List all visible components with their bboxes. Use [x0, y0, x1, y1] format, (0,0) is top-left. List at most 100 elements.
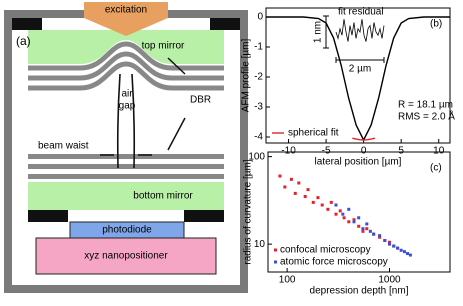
- point: [347, 220, 351, 224]
- point: [297, 181, 301, 185]
- series-line: [352, 137, 376, 141]
- y-tick-label: -3: [254, 102, 263, 113]
- positioner-box: [35, 237, 217, 275]
- arrows: [100, 57, 186, 156]
- point: [303, 195, 307, 199]
- point: [342, 216, 346, 220]
- point: [399, 248, 403, 252]
- y-axis-label: AFM profile [µm]: [241, 39, 252, 113]
- point: [365, 222, 369, 226]
- beam: [116, 73, 136, 169]
- x-tick-label: 1000: [378, 275, 401, 286]
- y-tick-label: 100: [248, 151, 265, 162]
- legend-swatch: [274, 248, 277, 252]
- point: [326, 207, 330, 211]
- clamp: [12, 18, 42, 30]
- point: [365, 227, 369, 231]
- point: [368, 229, 372, 233]
- y-tick-label: -1: [254, 42, 263, 53]
- y-tick-label: 0: [257, 12, 263, 23]
- air-gap-label: air: [121, 89, 133, 100]
- positioner-label: xyz nanopositioner: [84, 251, 168, 262]
- y-axis-label: radius of curvature [µm]: [243, 159, 254, 264]
- air-gap: [28, 100, 224, 152]
- x-tick-label: 10: [433, 146, 445, 157]
- x-tick-label: 5: [398, 146, 404, 157]
- panel-label: (a): [16, 34, 31, 48]
- point: [388, 240, 392, 244]
- air-gap-top: [28, 40, 224, 100]
- annotation: RMS = 2.0 Å: [398, 110, 455, 123]
- x-tick-label: -10: [281, 146, 296, 157]
- point: [289, 177, 293, 181]
- bottom-mirror: [28, 182, 224, 210]
- point: [402, 250, 406, 254]
- panel-label: (b): [430, 19, 442, 30]
- clamp: [28, 210, 68, 222]
- y-scale-label: 1 nm: [313, 21, 324, 43]
- point: [361, 229, 365, 233]
- point: [338, 209, 342, 213]
- point: [316, 196, 320, 200]
- point: [320, 203, 324, 207]
- inset-title: fit residual: [338, 7, 384, 18]
- dbr-bottom: [28, 154, 224, 179]
- beam-waist-label: beam waist: [38, 141, 89, 152]
- point: [306, 188, 310, 192]
- y-tick-label: -4: [254, 132, 263, 143]
- point: [352, 218, 356, 222]
- x-scale-label: 2 µm: [349, 64, 371, 75]
- bottom-mirror-label: bottom mirror: [133, 191, 193, 202]
- point: [361, 227, 365, 231]
- point: [278, 174, 282, 178]
- legend-label: spherical fit: [288, 128, 339, 139]
- excitation-label: excitation: [105, 5, 147, 16]
- point: [388, 242, 392, 246]
- legend-label: confocal microscopy: [280, 245, 371, 256]
- dbr-top: [28, 41, 224, 91]
- point: [283, 185, 287, 189]
- panel-label: (c): [430, 163, 442, 174]
- point: [341, 212, 345, 216]
- legend-label: atomic force microscopy: [280, 257, 388, 268]
- y-tick-label: -2: [254, 72, 263, 83]
- point: [357, 216, 361, 220]
- x-tick-label: -5: [322, 146, 331, 157]
- photodiode-label: photodiode: [102, 225, 152, 236]
- x-axis-label: depression depth [nm]: [310, 286, 409, 297]
- point: [383, 238, 387, 242]
- point: [408, 253, 412, 257]
- clamp: [184, 210, 224, 222]
- x-axis-label: lateral position [µm]: [315, 157, 402, 168]
- point: [293, 191, 297, 195]
- point: [329, 200, 333, 204]
- point: [311, 200, 315, 204]
- legend-swatch: [274, 260, 277, 264]
- point: [352, 220, 356, 224]
- clamp: [210, 18, 240, 30]
- point: [406, 252, 410, 256]
- scale-bar: [323, 15, 385, 63]
- point: [334, 203, 338, 207]
- excitation-arrow: [84, 2, 168, 36]
- point: [396, 246, 400, 250]
- inset-line: [335, 19, 385, 42]
- y-tick-label: 10: [254, 239, 266, 250]
- annotation: R = 18.1 µm: [398, 100, 453, 111]
- point: [357, 224, 361, 228]
- x-tick-label: 0: [361, 146, 367, 157]
- point: [372, 232, 376, 236]
- point: [347, 207, 351, 211]
- plot-frame: [267, 151, 451, 273]
- diagram: excitation (a) top mirror air gap DBR be…: [4, 2, 248, 293]
- top-mirror-label: top mirror: [142, 41, 185, 52]
- air-gap-label: gap: [119, 101, 136, 112]
- point: [378, 235, 382, 239]
- plot-frame: [265, 7, 451, 144]
- point: [378, 234, 382, 238]
- dbr-label: DBR: [190, 95, 211, 106]
- x-tick-label: 100: [279, 275, 296, 286]
- point: [392, 244, 396, 248]
